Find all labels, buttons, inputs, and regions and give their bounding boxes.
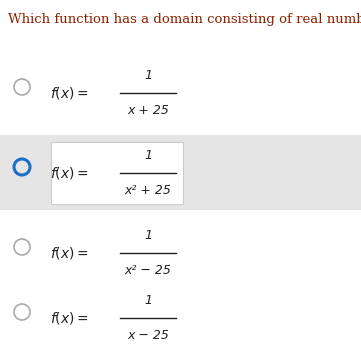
Text: 1: 1 (144, 294, 152, 307)
Text: x − 25: x − 25 (127, 329, 169, 342)
Bar (0, 135, 361, 210)
Text: $\mathit{f}(\mathit{x})=$: $\mathit{f}(\mathit{x})=$ (50, 245, 89, 261)
Text: $\mathit{f}(\mathit{x})=$: $\mathit{f}(\mathit{x})=$ (50, 85, 89, 101)
Text: $\mathit{f}(\mathit{x})=$: $\mathit{f}(\mathit{x})=$ (50, 165, 89, 181)
Text: x + 25: x + 25 (127, 104, 169, 117)
Text: 1: 1 (144, 69, 152, 82)
Text: x² + 25: x² + 25 (125, 184, 171, 197)
Text: 1: 1 (144, 149, 152, 162)
Text: 1: 1 (144, 229, 152, 242)
Text: x² − 25: x² − 25 (125, 264, 171, 277)
Text: $\mathit{f}(\mathit{x})=$: $\mathit{f}(\mathit{x})=$ (50, 310, 89, 326)
Text: Which function has a domain consisting of real numbers?: Which function has a domain consisting o… (8, 13, 361, 26)
FancyBboxPatch shape (51, 142, 183, 204)
